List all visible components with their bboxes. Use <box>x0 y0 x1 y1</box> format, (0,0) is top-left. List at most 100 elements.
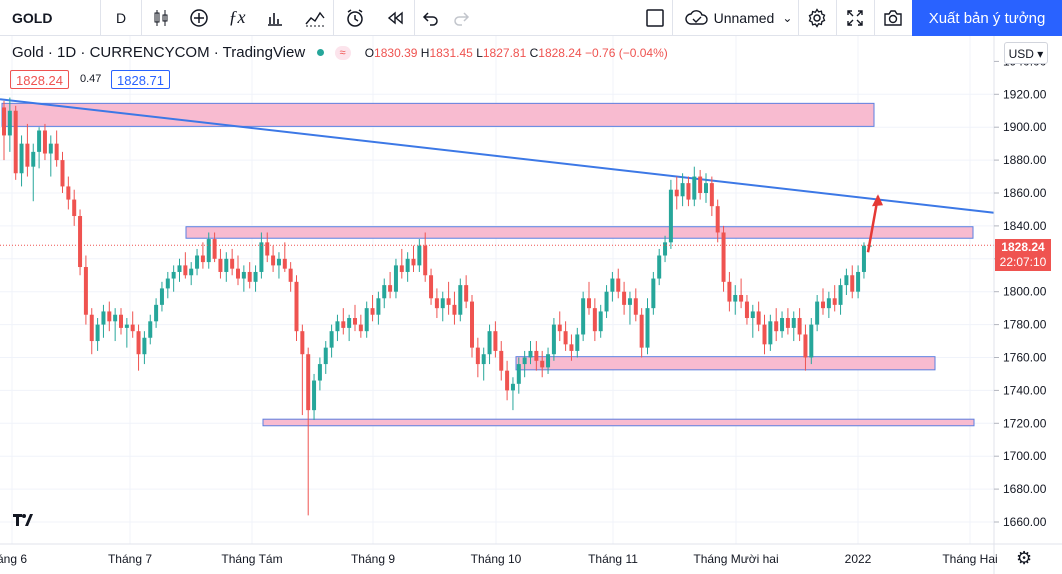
candle-body <box>627 298 632 305</box>
candle-body <box>686 183 691 200</box>
candle-body <box>183 265 188 276</box>
candle-body <box>592 308 597 332</box>
candle-body <box>200 255 205 263</box>
candle-body <box>429 275 434 299</box>
legend-interval: 1D <box>57 44 77 61</box>
time-scale[interactable]: áng 6 Tháng 7 Tháng Tám Tháng 9 Tháng 10 Thán… <box>0 552 998 566</box>
high-value: 1831.45 <box>429 46 473 60</box>
candle-body <box>399 265 404 272</box>
price-chart[interactable]: 1940.001920.001900.001880.001860.001840.… <box>0 36 1062 574</box>
candle-body <box>844 275 849 286</box>
candle-body <box>60 160 65 187</box>
candle-body <box>750 311 755 319</box>
time-tick-label: Tháng 9 <box>351 552 395 566</box>
candle-body <box>780 318 785 332</box>
candle-body <box>692 176 697 200</box>
candle-body <box>645 308 650 348</box>
zone-rectangle[interactable] <box>515 356 936 371</box>
candle-body <box>48 143 53 154</box>
layout-name-button[interactable]: Unnamed ⌄ <box>678 0 798 35</box>
price-scale[interactable]: 1940.001920.001900.001880.001860.001840.… <box>994 54 1047 529</box>
tradingview-logo-icon[interactable] <box>12 512 38 533</box>
candle-body <box>651 278 656 309</box>
price-tick-label: 1800.00 <box>1003 285 1047 299</box>
candle-body <box>826 298 831 309</box>
low-label: L <box>476 46 483 60</box>
candle-body <box>19 143 24 174</box>
candle-body <box>347 318 352 328</box>
candle-body <box>388 285 393 292</box>
candle-body <box>276 258 281 266</box>
candle-body <box>195 255 200 269</box>
add-indicator-icon[interactable] <box>182 0 216 35</box>
currency-selector[interactable]: USD ▾ <box>1004 42 1048 64</box>
candle-body <box>563 331 568 345</box>
camera-snapshot-icon[interactable] <box>876 0 910 35</box>
compare-icon[interactable] <box>298 0 332 35</box>
candle-body <box>785 318 790 328</box>
toolbar-divider <box>874 0 875 35</box>
candle-body <box>329 331 334 348</box>
candle-body <box>680 183 685 197</box>
candle-body <box>668 189 673 243</box>
candle-body <box>259 242 264 272</box>
cloud-icon <box>684 9 708 25</box>
candle-body <box>423 245 428 276</box>
replay-icon[interactable] <box>378 0 412 35</box>
projection-arrow[interactable] <box>866 194 883 253</box>
alert-clock-icon[interactable] <box>338 0 372 35</box>
candle-body <box>306 354 311 411</box>
candle-body <box>142 337 147 355</box>
candle-body <box>312 380 317 411</box>
support-resistance-zones[interactable] <box>1 102 975 427</box>
sell-price-button[interactable]: 1828.24 <box>10 70 69 89</box>
redo-icon[interactable] <box>446 0 476 35</box>
candle-body <box>2 107 6 136</box>
candle-body <box>218 258 223 272</box>
fx-indicators-icon[interactable]: ƒx <box>228 7 246 27</box>
low-value: 1827.81 <box>482 46 527 60</box>
candle-body <box>791 318 796 328</box>
candle-body <box>95 324 100 342</box>
publish-idea-button[interactable]: Xuất bản ý tưởng <box>912 0 1062 36</box>
price-tick-label: 1780.00 <box>1003 318 1047 332</box>
candle-body <box>31 151 36 167</box>
candle-body <box>610 278 615 292</box>
candle-body <box>37 130 42 152</box>
candle-body <box>452 304 457 315</box>
wave-icon[interactable]: ≈ <box>334 46 351 61</box>
fullscreen-icon[interactable] <box>838 0 872 35</box>
symbol-search[interactable]: GOLD <box>12 9 53 26</box>
candle-body <box>78 216 83 268</box>
bar-countdown: 22:07:10 <box>1000 255 1047 269</box>
descending-trendline[interactable] <box>0 98 995 214</box>
candle-body <box>797 318 802 335</box>
candle-body <box>113 314 118 322</box>
interval-button[interactable]: D <box>115 9 127 26</box>
time-tick-label: Tháng Hai <box>942 552 997 566</box>
layout-name-label: Unnamed <box>713 9 775 26</box>
undo-icon[interactable] <box>416 0 446 35</box>
financials-icon[interactable] <box>258 0 292 35</box>
candle-body <box>358 324 363 332</box>
candle-body <box>236 268 240 279</box>
price-tick-label: 1920.00 <box>1003 87 1047 101</box>
buy-price-button[interactable]: 1828.71 <box>111 70 170 89</box>
time-tick-label: áng 6 <box>0 552 27 566</box>
candle-body <box>534 350 539 361</box>
settings-gear-icon[interactable] <box>800 0 834 35</box>
candle-body <box>13 110 18 174</box>
zone-rectangle[interactable] <box>185 226 974 239</box>
candle-body <box>66 186 71 200</box>
candle-body <box>224 258 229 272</box>
price-tick-label: 1680.00 <box>1003 482 1047 496</box>
layout-square-icon[interactable] <box>640 0 670 35</box>
time-tick-label: 2022 <box>845 552 872 566</box>
candle-body <box>89 314 94 342</box>
candle-body <box>247 271 252 282</box>
candle-body <box>393 265 398 292</box>
zone-rectangle[interactable] <box>262 418 975 427</box>
scale-settings-gear-icon[interactable]: ⚙ <box>1016 548 1033 568</box>
candles-style-icon[interactable] <box>144 0 178 35</box>
candle-body <box>551 324 556 355</box>
